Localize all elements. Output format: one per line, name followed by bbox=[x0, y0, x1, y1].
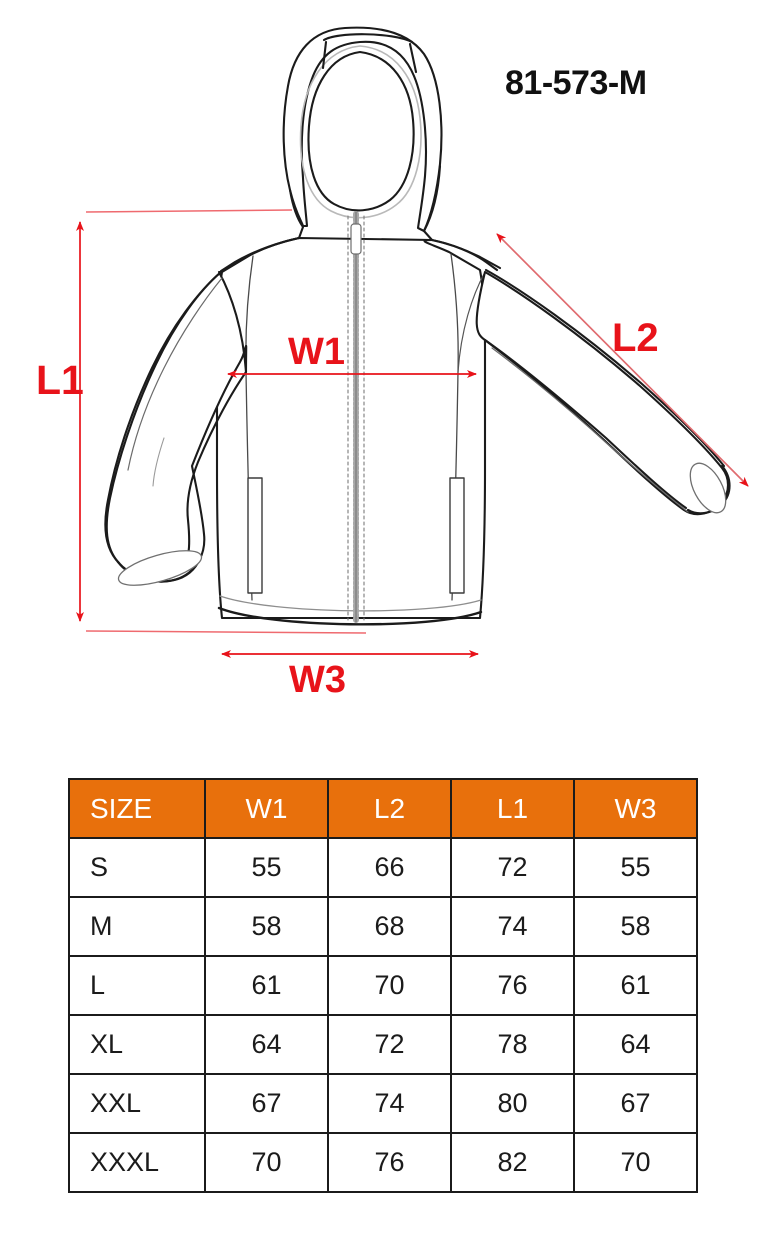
table-header-row: SIZE W1 L2 L1 W3 bbox=[68, 778, 698, 839]
shoulder-left-line bbox=[219, 236, 301, 273]
cell-l2: 70 bbox=[327, 955, 452, 1016]
cell-w3: 70 bbox=[573, 1132, 698, 1193]
sleeve-left-crease bbox=[152, 437, 165, 487]
l2-dimension-line bbox=[496, 233, 749, 487]
cell-size: XXL bbox=[68, 1073, 206, 1134]
hood-lining-line bbox=[299, 45, 422, 219]
dimension-label-w1: W1 bbox=[288, 331, 345, 373]
right-armhole-seam bbox=[457, 271, 486, 373]
table-header-size: SIZE bbox=[68, 778, 206, 839]
cell-l2: 74 bbox=[327, 1073, 452, 1134]
cell-size: XXXL bbox=[68, 1132, 206, 1193]
cell-w3: 58 bbox=[573, 896, 698, 957]
cell-l1: 78 bbox=[450, 1014, 575, 1075]
jacket-hem-inner bbox=[219, 595, 482, 612]
cell-l1: 82 bbox=[450, 1132, 575, 1193]
table-header-l2: L2 bbox=[327, 778, 452, 839]
hood-face-opening bbox=[307, 50, 415, 212]
cell-l1: 80 bbox=[450, 1073, 575, 1134]
dimension-label-l2: L2 bbox=[612, 316, 659, 360]
table-row: XXL 67 74 80 67 bbox=[68, 1073, 698, 1134]
size-table-container: SIZE W1 L2 L1 W3 S 55 66 72 55 M 58 68 7… bbox=[68, 778, 698, 1193]
l1-extension-top bbox=[85, 209, 293, 213]
sleeve-left-outer-edge bbox=[104, 270, 223, 565]
cell-w1: 67 bbox=[204, 1073, 329, 1134]
pocket-right bbox=[449, 477, 465, 594]
cell-w1: 70 bbox=[204, 1132, 329, 1193]
table-row: XL 64 72 78 64 bbox=[68, 1014, 698, 1075]
size-table: SIZE W1 L2 L1 W3 S 55 66 72 55 M 58 68 7… bbox=[68, 778, 698, 1193]
table-row: M 58 68 74 58 bbox=[68, 896, 698, 957]
table-row: XXXL 70 76 82 70 bbox=[68, 1132, 698, 1193]
cell-l2: 76 bbox=[327, 1132, 452, 1193]
pocket-left bbox=[247, 477, 263, 594]
sleeve-left-cuff-opening bbox=[117, 550, 203, 586]
cell-l2: 68 bbox=[327, 896, 452, 957]
table-row: S 55 66 72 55 bbox=[68, 837, 698, 898]
cell-size: S bbox=[68, 837, 206, 898]
product-code: 81-573-M bbox=[505, 64, 647, 102]
sleeve-left-inner-edge bbox=[182, 370, 248, 572]
table-header-w1: W1 bbox=[204, 778, 329, 839]
shoulder-right-line bbox=[430, 238, 499, 272]
dimension-label-l1: L1 bbox=[36, 357, 84, 403]
cell-w3: 67 bbox=[573, 1073, 698, 1134]
cell-w1: 64 bbox=[204, 1014, 329, 1075]
table-header-l1: L1 bbox=[450, 778, 575, 839]
cell-size: M bbox=[68, 896, 206, 957]
cell-size: XL bbox=[68, 1014, 206, 1075]
hood-left-base bbox=[288, 188, 305, 240]
cell-w1: 55 bbox=[204, 837, 329, 898]
table-row: L 61 70 76 61 bbox=[68, 955, 698, 1016]
dimension-label-w3: W3 bbox=[289, 659, 346, 701]
cell-l1: 76 bbox=[450, 955, 575, 1016]
cell-size: L bbox=[68, 955, 206, 1016]
cell-l1: 72 bbox=[450, 837, 575, 898]
dimension-annotations bbox=[76, 209, 749, 658]
cell-w3: 55 bbox=[573, 837, 698, 898]
cell-l2: 66 bbox=[327, 837, 452, 898]
cell-l1: 74 bbox=[450, 896, 575, 957]
hood-center-panel bbox=[321, 40, 418, 74]
jacket-hem bbox=[217, 606, 483, 626]
table-header-w3: W3 bbox=[573, 778, 698, 839]
cell-w1: 58 bbox=[204, 896, 329, 957]
zipper-pull bbox=[350, 223, 362, 255]
garment-technical-drawing: L1 W1 W3 L2 bbox=[36, 26, 749, 701]
cell-w3: 64 bbox=[573, 1014, 698, 1075]
cell-l2: 72 bbox=[327, 1014, 452, 1075]
l1-extension-bottom bbox=[85, 630, 367, 634]
sleeve-left-underarm-seam bbox=[127, 277, 223, 471]
cell-w1: 61 bbox=[204, 955, 329, 1016]
hood-right-base bbox=[422, 164, 442, 242]
hood-outer bbox=[282, 26, 443, 233]
cell-w3: 61 bbox=[573, 955, 698, 1016]
hood-center-panel-seam bbox=[322, 33, 414, 44]
